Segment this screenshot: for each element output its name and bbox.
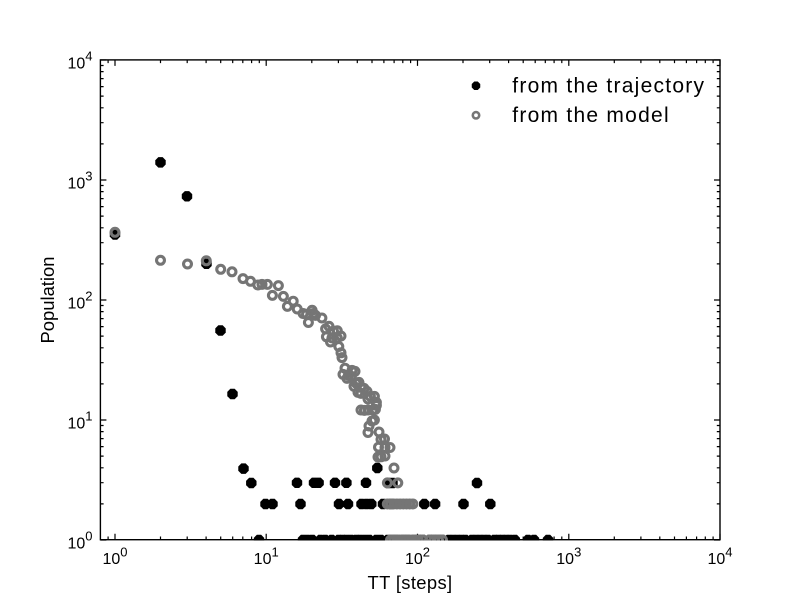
svg-text:from the trajectory: from the trajectory	[512, 74, 705, 97]
svg-text:TT [steps]: TT [steps]	[368, 572, 453, 593]
svg-text:from the model: from the model	[512, 104, 670, 127]
svg-text:Population: Population	[37, 257, 58, 344]
